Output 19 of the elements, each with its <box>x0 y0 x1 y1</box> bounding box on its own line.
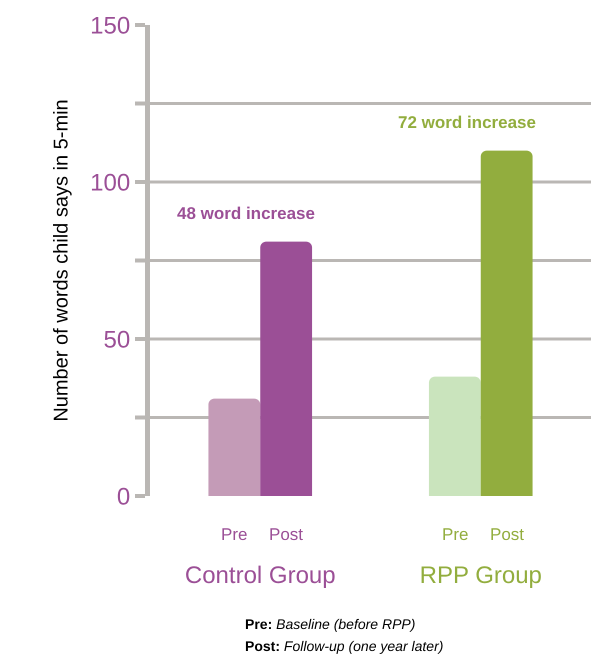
text: Post: Follow-up (one year later) <box>245 638 444 654</box>
bar <box>428 376 481 496</box>
bar <box>208 398 260 496</box>
text: Post <box>490 525 524 544</box>
x-tick-label: RPP Group <box>420 562 542 589</box>
y-tick-label: 150 <box>90 12 130 40</box>
text: Pre <box>442 525 468 544</box>
series-label: Post <box>269 525 304 544</box>
annotation: 48 word increase <box>177 204 315 223</box>
y-axis-title: Number of words child says in 5-min <box>50 99 73 422</box>
y-tick-label: 50 <box>103 326 130 354</box>
annotation: 72 word increase <box>398 113 536 132</box>
text: Pre: Baseline (before RPP) <box>245 616 416 632</box>
series-label: Pre <box>221 525 248 544</box>
y-tick-label: 100 <box>90 169 130 196</box>
y-tick-label: 0 <box>116 483 130 510</box>
bar <box>480 150 533 496</box>
bar <box>260 242 312 496</box>
x-tick-label: Control Group <box>184 562 336 589</box>
